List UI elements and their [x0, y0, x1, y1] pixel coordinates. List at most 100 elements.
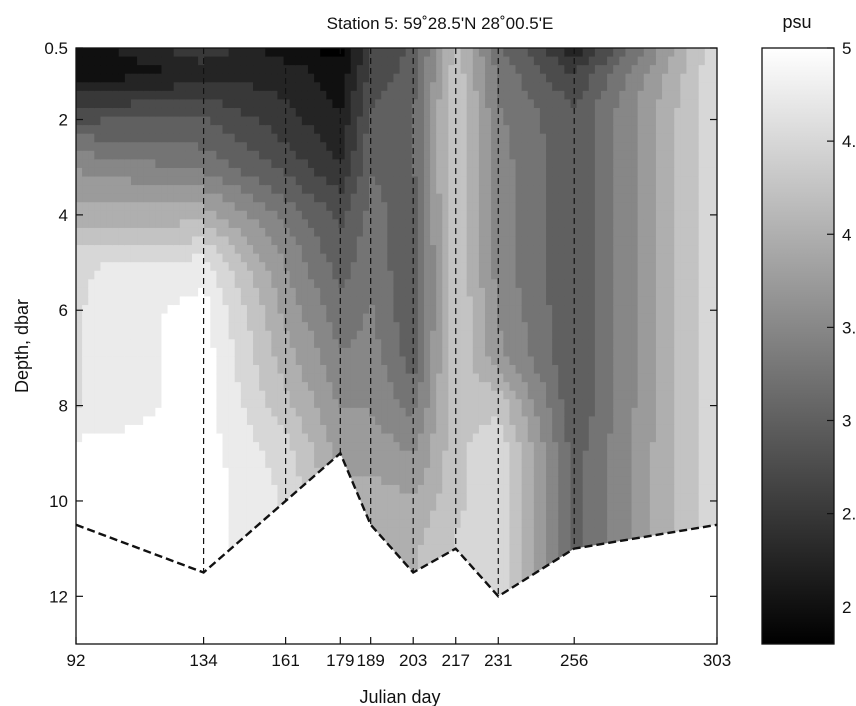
salinity-cell [137, 313, 144, 323]
salinity-cell [277, 82, 285, 92]
salinity-cell [283, 245, 291, 255]
salinity-cell [124, 433, 132, 443]
salinity-cell [320, 99, 327, 109]
salinity-cell [106, 476, 114, 486]
salinity-cell [246, 219, 254, 229]
salinity-cell [100, 245, 108, 255]
salinity-cell [448, 459, 456, 469]
salinity-cell [423, 544, 431, 555]
salinity-cell [411, 365, 419, 375]
salinity-cell [100, 210, 108, 220]
salinity-cell [356, 356, 364, 366]
salinity-cell [326, 373, 333, 383]
salinity-cell [533, 407, 541, 417]
salinity-cell [417, 287, 425, 298]
salinity-cell [350, 305, 358, 315]
salinity-cell [381, 322, 388, 332]
salinity-cell [521, 82, 529, 92]
salinity-cell [381, 407, 388, 417]
salinity-cell [100, 322, 108, 332]
salinity-cell [539, 227, 547, 238]
salinity-cell [485, 202, 492, 212]
salinity-cell [112, 339, 120, 349]
salinity-cell [240, 56, 248, 66]
salinity-cell [527, 519, 535, 529]
salinity-cell [332, 390, 340, 400]
salinity-cell [259, 407, 266, 417]
salinity-cell [124, 287, 132, 298]
salinity-cell [485, 48, 492, 58]
salinity-cell [350, 167, 358, 178]
salinity-cell [167, 313, 175, 323]
salinity-cell [246, 279, 254, 289]
salinity-cell [240, 65, 248, 75]
salinity-cell [149, 424, 156, 435]
salinity-cell [185, 322, 193, 332]
salinity-cell [387, 48, 395, 58]
salinity-cell [112, 270, 120, 280]
salinity-cell [350, 176, 358, 186]
salinity-cell [552, 65, 559, 75]
salinity-cell [332, 193, 340, 203]
salinity-cell [417, 185, 425, 195]
salinity-cell [454, 262, 462, 272]
salinity-cell [393, 322, 401, 332]
salinity-cell [485, 227, 492, 238]
salinity-cell [149, 296, 156, 306]
salinity-cell [179, 210, 187, 220]
salinity-cell [320, 459, 327, 469]
salinity-cell [375, 262, 382, 272]
salinity-cell [332, 125, 340, 135]
salinity-cell [539, 459, 547, 469]
salinity-cell [253, 382, 260, 392]
salinity-cell [515, 484, 523, 495]
salinity-cell [436, 253, 443, 263]
salinity-cell [527, 476, 535, 486]
salinity-cell [485, 236, 492, 246]
salinity-cell [143, 65, 150, 75]
salinity-cell [283, 99, 291, 109]
salinity-cell [271, 253, 279, 263]
salinity-cell [185, 382, 193, 392]
salinity-cell [198, 502, 205, 512]
salinity-cell [332, 202, 340, 212]
salinity-cell [228, 527, 236, 537]
salinity-cell [179, 407, 187, 417]
salinity-cell [362, 245, 370, 255]
salinity-cell [191, 493, 199, 503]
salinity-cell [320, 313, 327, 323]
salinity-cell [118, 227, 126, 238]
salinity-cell [112, 159, 120, 169]
salinity-cell [417, 253, 425, 263]
salinity-cell [436, 202, 443, 212]
salinity-cell [265, 125, 272, 135]
salinity-cell [198, 99, 205, 109]
salinity-cell [124, 476, 132, 486]
salinity-cell [289, 253, 297, 263]
salinity-cell [515, 279, 523, 289]
salinity-cell [491, 193, 498, 203]
salinity-cell [155, 202, 163, 212]
salinity-cell [76, 65, 83, 75]
salinity-cell [204, 116, 211, 126]
salinity-cell [460, 502, 468, 512]
salinity-cell [491, 99, 498, 109]
salinity-cell [137, 65, 144, 75]
salinity-cell [289, 167, 297, 178]
salinity-cell [149, 356, 156, 366]
salinity-cell [460, 202, 468, 212]
salinity-cell [399, 467, 407, 477]
salinity-cell [259, 424, 266, 435]
salinity-cell [472, 493, 480, 503]
salinity-cell [393, 484, 401, 495]
salinity-cell [234, 433, 242, 443]
salinity-cell [417, 407, 425, 417]
salinity-cell [82, 287, 89, 298]
salinity-cell [143, 167, 150, 178]
salinity-cell [497, 227, 504, 238]
salinity-cell [320, 253, 327, 263]
salinity-cell [118, 82, 126, 92]
salinity-cell [271, 484, 279, 495]
salinity-cell [118, 245, 126, 255]
salinity-cell [527, 390, 535, 400]
